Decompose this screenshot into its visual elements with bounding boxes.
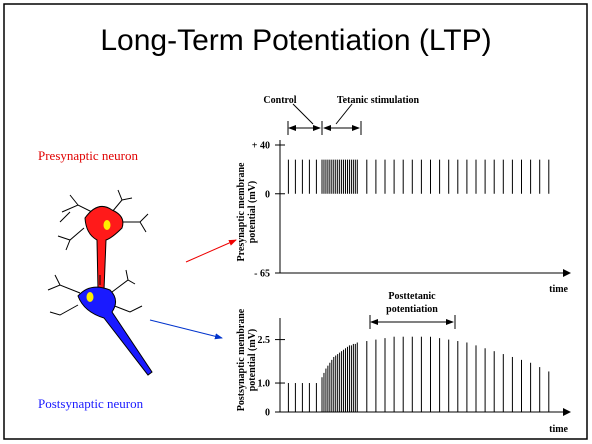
y-axis-label-line: Postsynaptic membrane: [236, 308, 247, 411]
annotation-arrows: [287, 103, 456, 329]
x-axis-label: time: [549, 424, 568, 435]
presynaptic-neuron: [57, 189, 149, 291]
slide-title: Long-Term Potentiation (LTP): [100, 24, 491, 57]
postsynaptic-neuron: [47, 269, 153, 376]
y-axis-label-line: Presynaptic membrane: [236, 162, 247, 262]
postsynaptic-label: Postsynaptic neuron: [38, 396, 144, 411]
presynaptic-arrow: [185, 239, 237, 263]
annotation: Posttetanic: [388, 291, 436, 302]
annotation: Control: [263, 95, 296, 106]
y-tick-label: 0: [265, 189, 270, 200]
x-axis-label: time: [549, 284, 568, 295]
annotation: Tetanic stimulation: [337, 95, 420, 106]
y-tick-label: 0: [265, 408, 270, 419]
y-tick-label: - 65: [254, 269, 270, 280]
y-tick-label: 2.5: [258, 335, 271, 346]
y-axis-label-line: potential (mV): [247, 329, 258, 392]
y-axis-label: Postsynaptic membranepotential (mV): [236, 308, 258, 411]
y-axis-label: Presynaptic membranepotential (mV): [236, 162, 258, 262]
y-axis-label-line: potential (mV): [247, 181, 258, 244]
annotation: potentiation: [386, 304, 438, 315]
presynaptic-label: Presynaptic neuron: [38, 148, 139, 163]
y-tick-label: 1.0: [258, 379, 271, 390]
postsynaptic-arrow: [149, 319, 223, 340]
y-tick-label: + 40: [252, 141, 270, 152]
